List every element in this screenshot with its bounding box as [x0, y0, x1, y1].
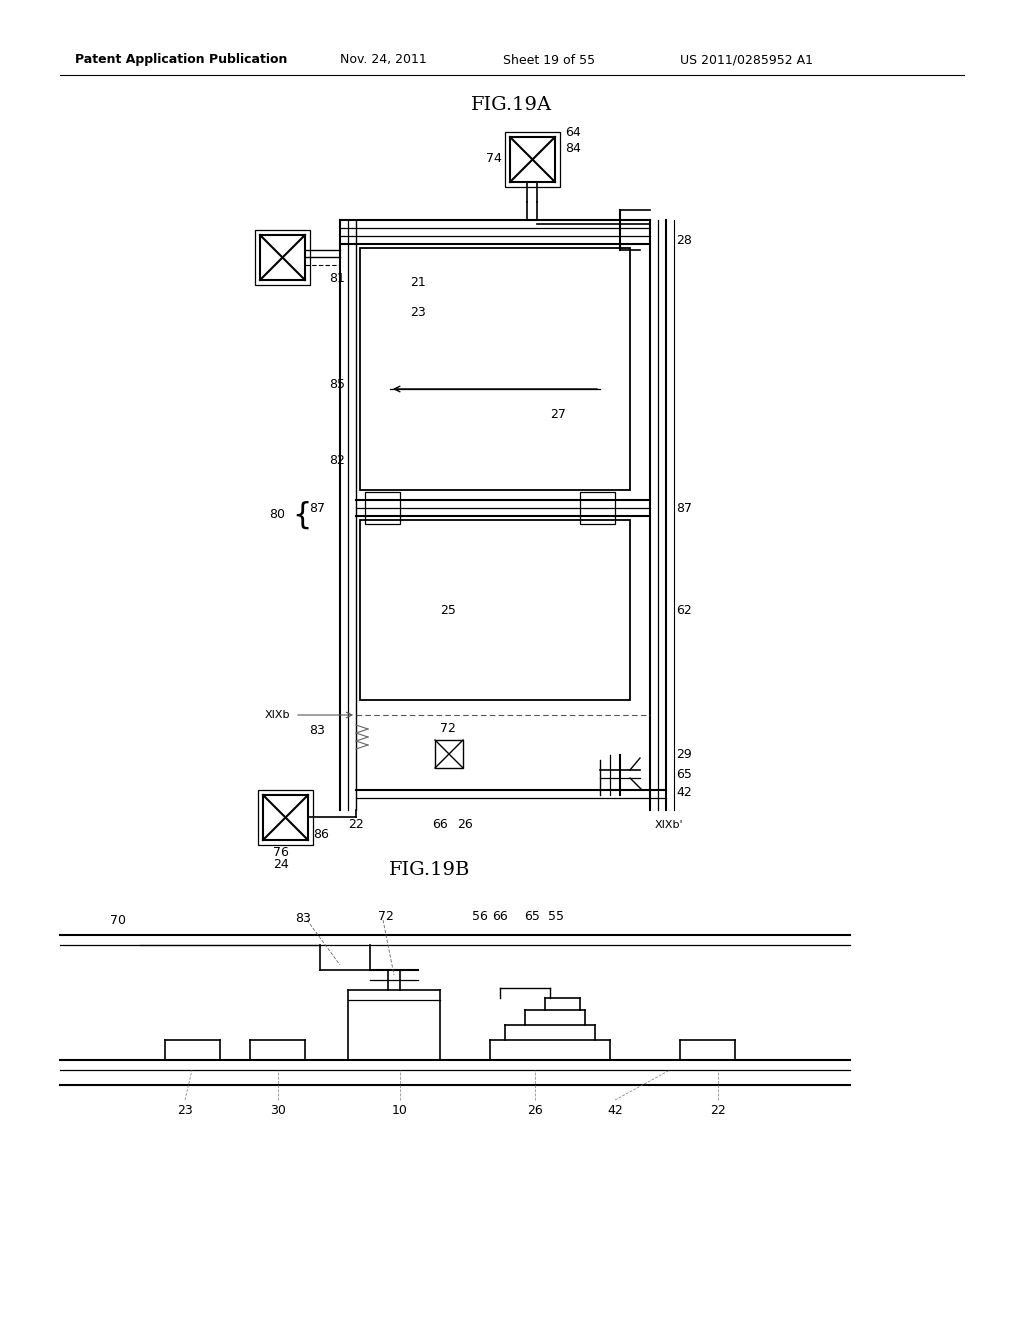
- Text: FIG.19B: FIG.19B: [389, 861, 471, 879]
- Bar: [360, 248, 630, 490]
- Text: 42: 42: [676, 787, 692, 800]
- Text: FIG.19A: FIG.19A: [471, 96, 553, 114]
- Text: 70: 70: [110, 913, 126, 927]
- Text: XIXb: XIXb: [264, 710, 290, 719]
- Text: 30: 30: [270, 1104, 286, 1117]
- Bar: [260, 235, 305, 280]
- Text: US 2011/0285952 A1: US 2011/0285952 A1: [680, 54, 813, 66]
- Bar: [580, 492, 615, 524]
- Text: 80: 80: [269, 508, 285, 521]
- Text: 85: 85: [329, 378, 345, 391]
- Text: 65: 65: [524, 909, 540, 923]
- Text: 81: 81: [329, 272, 345, 285]
- Bar: [435, 741, 463, 768]
- Text: 29: 29: [676, 748, 692, 762]
- Text: Nov. 24, 2011: Nov. 24, 2011: [340, 54, 427, 66]
- Text: Sheet 19 of 55: Sheet 19 of 55: [503, 54, 595, 66]
- Text: 84: 84: [565, 143, 581, 156]
- Text: 66: 66: [432, 818, 447, 832]
- Text: 28: 28: [676, 234, 692, 247]
- Bar: [365, 492, 400, 524]
- Text: 55: 55: [548, 909, 564, 923]
- Text: 26: 26: [527, 1104, 543, 1117]
- Text: 83: 83: [309, 723, 325, 737]
- Text: 25: 25: [440, 603, 456, 616]
- Text: 10: 10: [392, 1104, 408, 1117]
- Text: 76: 76: [273, 846, 289, 858]
- Bar: [258, 789, 313, 845]
- Text: 22: 22: [348, 818, 364, 832]
- Text: XIXb': XIXb': [655, 820, 684, 830]
- Text: 82: 82: [329, 454, 345, 466]
- Text: 87: 87: [309, 502, 325, 515]
- Text: 23: 23: [177, 1104, 193, 1117]
- Text: 27: 27: [550, 408, 566, 421]
- Text: 42: 42: [607, 1104, 623, 1117]
- Text: 22: 22: [710, 1104, 726, 1117]
- Bar: [263, 795, 308, 840]
- Bar: [510, 137, 555, 182]
- Text: 26: 26: [457, 818, 473, 832]
- Text: 21: 21: [410, 276, 426, 289]
- Text: 83: 83: [295, 912, 311, 924]
- Text: 62: 62: [676, 603, 692, 616]
- Text: 72: 72: [440, 722, 456, 734]
- Bar: [505, 132, 560, 187]
- Text: 24: 24: [273, 858, 289, 871]
- Text: 65: 65: [676, 768, 692, 781]
- Text: {: {: [292, 500, 311, 529]
- Text: 72: 72: [378, 909, 394, 923]
- Text: 86: 86: [313, 829, 329, 842]
- Text: 74: 74: [486, 153, 502, 165]
- Bar: [255, 230, 310, 285]
- Text: 23: 23: [410, 306, 426, 319]
- Text: 66: 66: [492, 909, 508, 923]
- Text: 56: 56: [472, 909, 487, 923]
- Text: 87: 87: [676, 502, 692, 515]
- Text: Patent Application Publication: Patent Application Publication: [75, 54, 288, 66]
- Bar: [360, 520, 630, 700]
- Text: 64: 64: [565, 125, 581, 139]
